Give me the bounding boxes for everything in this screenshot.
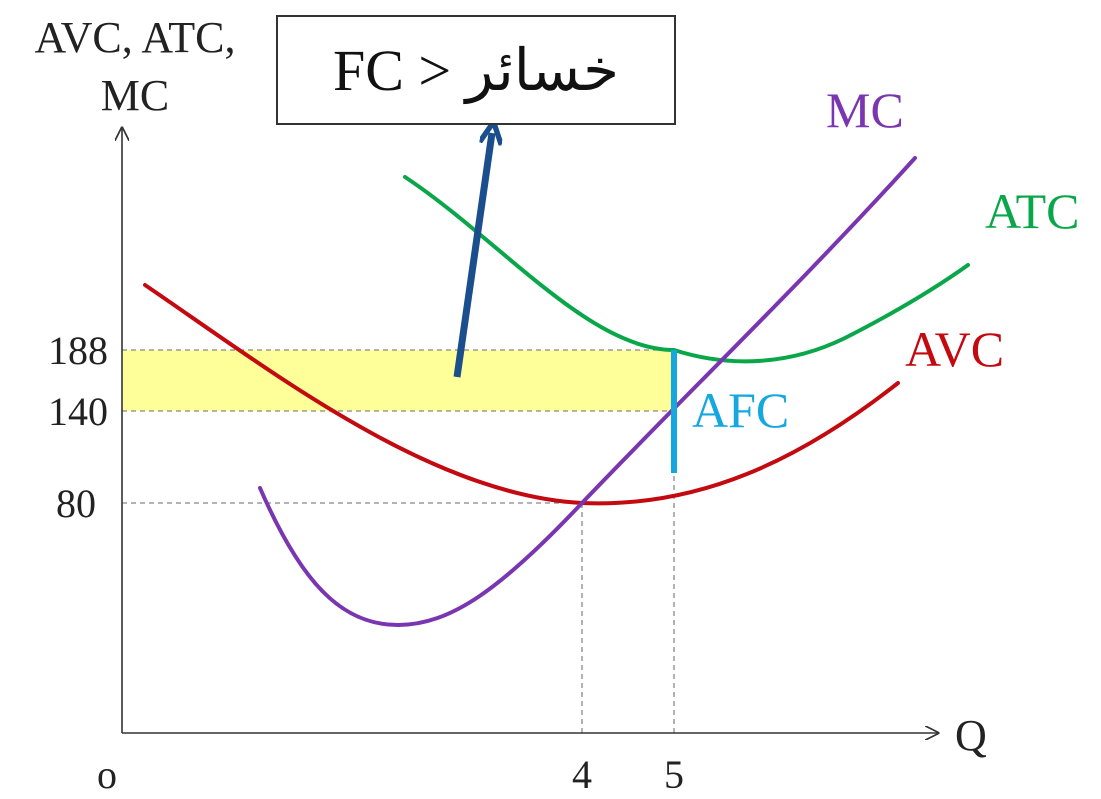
mc-label: MC <box>826 82 904 138</box>
annotation-box-text: FC > خسائر <box>333 38 619 105</box>
afc-label: AFC <box>692 382 789 438</box>
y-axis-label-line1: AVC, ATC, <box>35 13 236 62</box>
x-axis-label: Q <box>955 711 987 760</box>
avc-curve <box>143 283 900 506</box>
annotation-arrow <box>453 133 492 378</box>
y-tick-label-80: 80 <box>56 481 96 526</box>
y-axis-label-line2: MC <box>101 71 169 120</box>
atc-curve <box>403 175 970 364</box>
atc-label: ATC <box>985 183 1079 239</box>
y-tick-label-188: 188 <box>48 328 108 373</box>
loss-area <box>122 350 674 411</box>
avc-label: AVC <box>905 321 1004 377</box>
y-tick-label-140: 140 <box>48 389 108 434</box>
mc-curve <box>258 156 917 628</box>
x-tick-label-4: 4 <box>572 752 592 797</box>
annotation-box <box>276 15 676 125</box>
origin-label: o <box>97 752 117 797</box>
x-tick-label-5: 5 <box>664 752 684 797</box>
